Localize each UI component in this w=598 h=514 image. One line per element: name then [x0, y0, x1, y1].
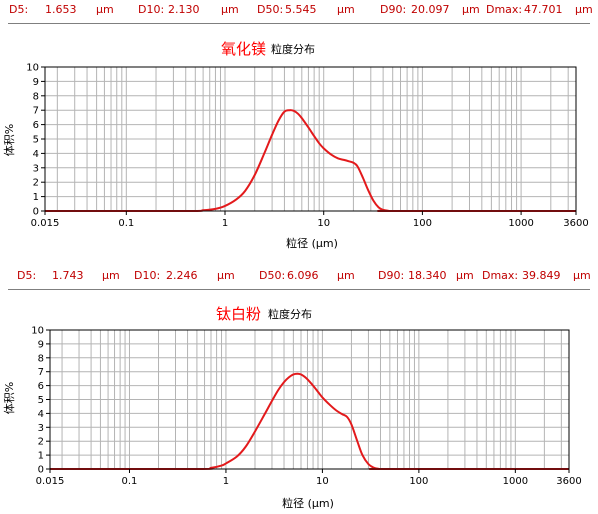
x-tick-label: 100 [413, 218, 432, 229]
d10-unit: μm [217, 269, 235, 282]
chart-titanium-dioxide: 钛白粉 粒度分布 0 1 2 3 4 5 6 7 8 9 10 0.015 0.1 1 10 100 1000… [2, 305, 582, 510]
y-tick-label: 8 [33, 91, 39, 102]
x-tick-label: 0.1 [118, 218, 134, 229]
chart-magnesium-oxide: 氧化镁 粒度分布 0 1 2 3 4 5 6 7 8 9 10 0.015 0.1 1 10 100 1000… [2, 40, 589, 250]
d10-value: 2.130 [168, 3, 200, 16]
divider-2 [8, 289, 590, 290]
x-tick-label: 3600 [556, 476, 581, 487]
y-tick-label: 5 [38, 395, 44, 406]
y-tick-label: 2 [33, 178, 39, 189]
dmax-label: Dmax: [486, 3, 523, 16]
y-tick-label: 5 [33, 135, 39, 146]
d90-value: 20.097 [411, 3, 450, 16]
x-tick-label: 1 [222, 218, 228, 229]
d5-label: D5: [9, 3, 29, 16]
y-tick-label: 4 [33, 149, 39, 160]
y-axis-label: 体积% [2, 124, 16, 156]
x-tick-label: 1 [223, 476, 229, 487]
x-axis-label: 粒径 (μm) [282, 496, 334, 510]
d10-value: 2.246 [166, 269, 198, 282]
dmax-value: 39.849 [522, 269, 561, 282]
d5-unit: μm [102, 269, 120, 282]
y-tick-label: 10 [31, 326, 44, 337]
d90-label: D90: [378, 269, 405, 282]
x-tick-label: 100 [409, 476, 428, 487]
y-axis-label: 体积% [2, 382, 16, 414]
y-tick-label: 7 [38, 367, 44, 378]
x-axis-label: 粒径 (μm) [286, 236, 338, 250]
chart-subtitle: 粒度分布 [271, 42, 315, 56]
y-tick-label: 4 [38, 409, 44, 420]
y-tick-label: 7 [33, 106, 39, 117]
chart-title: 钛白粉 [216, 305, 261, 323]
dmax-value: 47.701 [524, 3, 563, 16]
chart-title: 氧化镁 [221, 40, 266, 58]
d10-label: D10: [134, 269, 161, 282]
x-tick-label: 1000 [503, 476, 528, 487]
x-tick-label: 10 [317, 218, 330, 229]
dmax-unit: μm [575, 3, 593, 16]
stats-row-1: D5: 1.653 μm D10: 2.130 μm D50: 5.545 μm… [0, 0, 598, 20]
d50-label: D50: [257, 3, 284, 16]
d50-unit: μm [337, 269, 355, 282]
y-tick-label: 10 [26, 63, 39, 74]
y-tick-label: 9 [33, 77, 39, 88]
d50-unit: μm [337, 3, 355, 16]
d90-label: D90: [380, 3, 407, 16]
x-tick-label: 1000 [508, 218, 533, 229]
y-tick-label: 2 [38, 437, 44, 448]
x-tick-label: 0.015 [36, 476, 65, 487]
divider-1 [8, 23, 590, 24]
d5-unit: μm [96, 3, 114, 16]
dmax-unit: μm [573, 269, 591, 282]
x-tick-label: 0.1 [122, 476, 138, 487]
chart-subtitle: 粒度分布 [268, 307, 312, 321]
y-tick-label: 8 [38, 353, 44, 364]
y-tick-label: 6 [38, 381, 44, 392]
stats-row-2: D5: 1.743 μm D10: 2.246 μm D50: 6.096 μm… [0, 266, 598, 286]
d90-unit: μm [456, 269, 474, 282]
x-tick-label: 3600 [563, 218, 588, 229]
y-tick-label: 1 [38, 451, 44, 462]
y-tick-label: 0 [38, 465, 44, 476]
d5-label: D5: [17, 269, 37, 282]
y-tick-label: 1 [33, 192, 39, 203]
d10-label: D10: [138, 3, 165, 16]
d90-unit: μm [462, 3, 480, 16]
y-tick-label: 6 [33, 120, 39, 131]
y-tick-label: 0 [33, 207, 39, 218]
distribution-curve [50, 372, 569, 471]
x-tick-label: 10 [316, 476, 329, 487]
y-tick-label: 3 [38, 423, 44, 434]
d10-unit: μm [221, 3, 239, 16]
d50-label: D50: [259, 269, 286, 282]
d50-value: 5.545 [285, 3, 317, 16]
y-tick-label: 9 [38, 339, 44, 350]
d5-value: 1.743 [52, 269, 84, 282]
d5-value: 1.653 [45, 3, 77, 16]
d90-value: 18.340 [408, 269, 447, 282]
d50-value: 6.096 [287, 269, 319, 282]
x-tick-label: 0.015 [31, 218, 60, 229]
distribution-curve [44, 109, 576, 213]
dmax-label: Dmax: [482, 269, 519, 282]
y-tick-label: 3 [33, 163, 39, 174]
